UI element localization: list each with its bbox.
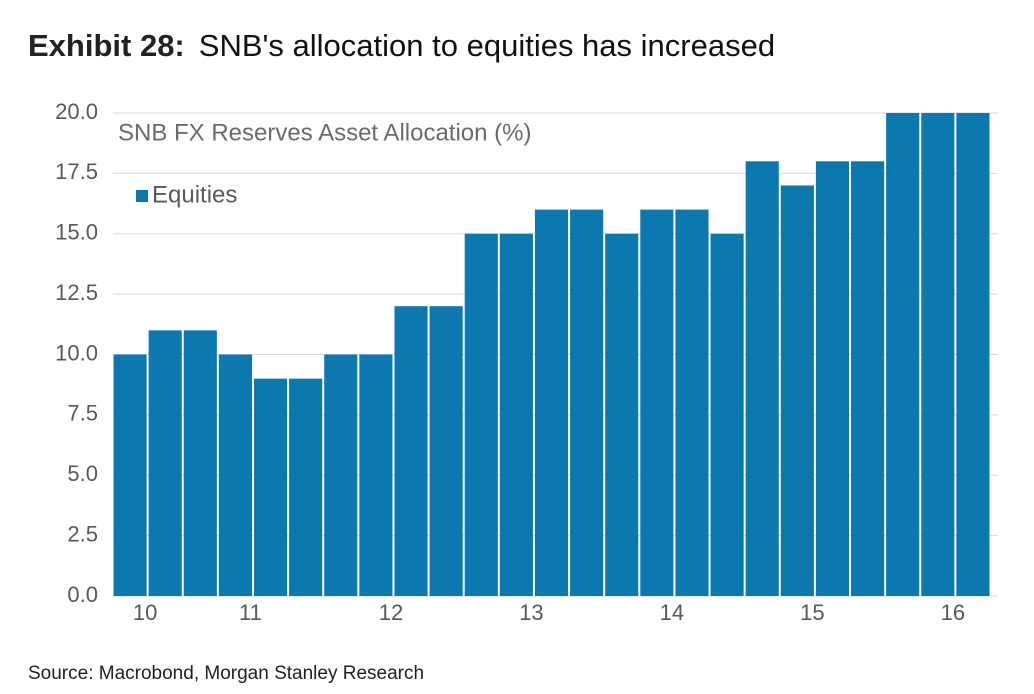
bar — [640, 209, 674, 596]
x-tick-label: 13 — [519, 600, 543, 625]
x-tick-label: 10 — [133, 600, 157, 625]
y-tick-label: 7.5 — [67, 401, 98, 426]
subtitle: SNB FX Reserves Asset Allocation (%) — [118, 119, 531, 146]
legend-swatch — [136, 190, 148, 202]
bar — [956, 113, 990, 596]
source-note: Source: Macrobond, Morgan Stanley Resear… — [28, 663, 424, 684]
bar — [675, 209, 709, 596]
x-tick-label: 11 — [239, 600, 262, 625]
bar — [183, 330, 217, 596]
x-tick-label: 14 — [660, 600, 684, 625]
bar — [815, 161, 850, 597]
bar — [113, 354, 147, 596]
bar — [394, 306, 428, 596]
y-tick-label: 10.0 — [55, 340, 98, 365]
bar — [745, 161, 779, 597]
bar — [499, 233, 533, 596]
x-tick-label: 16 — [941, 600, 965, 625]
bar — [710, 233, 744, 596]
bar — [570, 209, 604, 596]
chart-title-text: Exhibit 28: SNB's allocation to equities … — [28, 28, 775, 63]
bar — [851, 161, 885, 597]
bar — [359, 354, 393, 596]
chart-title: SNB's allocation to equities has increas… — [199, 28, 775, 63]
y-tick-label: 2.5 — [67, 521, 98, 546]
bar — [921, 113, 955, 596]
bar — [464, 233, 498, 596]
bar — [289, 378, 323, 596]
bar — [534, 209, 569, 596]
bar — [429, 306, 463, 596]
y-tick-label: 5.0 — [67, 461, 98, 486]
bar — [148, 330, 182, 596]
legend-label: Equities — [152, 181, 237, 208]
y-tick-label: 15.0 — [55, 220, 98, 245]
y-tick-label: 0.0 — [67, 582, 98, 607]
x-tick-label: 15 — [800, 600, 824, 625]
bar — [605, 233, 639, 596]
bar — [780, 185, 814, 596]
title-prefix: Exhibit 28: — [28, 28, 185, 63]
y-tick-label: 17.5 — [55, 159, 98, 184]
y-tick-label: 20.0 — [55, 99, 98, 124]
bar — [886, 113, 920, 596]
x-tick-label: 12 — [379, 600, 403, 625]
bar — [324, 354, 358, 596]
y-tick-label: 12.5 — [55, 280, 98, 305]
bar — [253, 378, 288, 596]
bar — [218, 354, 252, 596]
